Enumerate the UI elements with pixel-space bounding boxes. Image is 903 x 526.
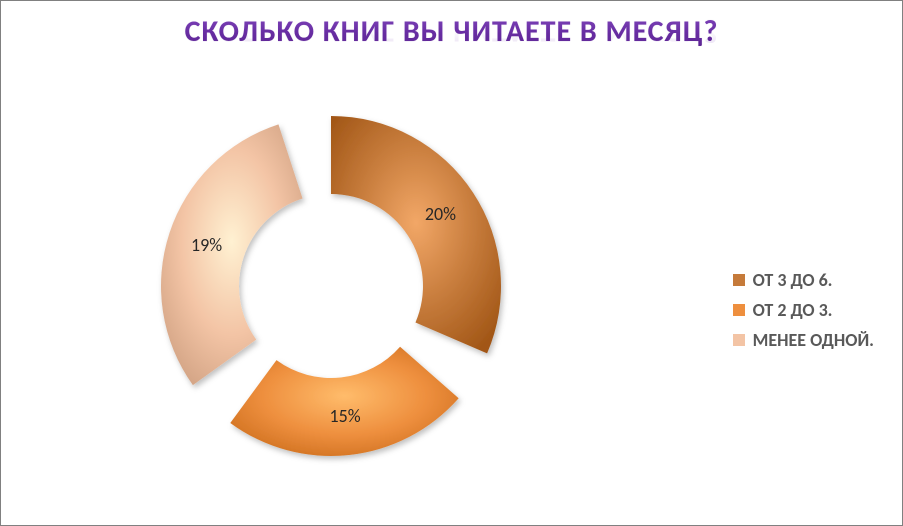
- legend-item: ОТ 2 ДО 3.: [733, 299, 874, 321]
- slice-percent-label: 15%: [330, 405, 361, 427]
- donut-slice: [230, 347, 458, 456]
- legend-item: МЕНЕЕ ОДНОЙ.: [733, 329, 874, 351]
- legend-swatch: [733, 274, 745, 286]
- legend-label: МЕНЕЕ ОДНОЙ.: [753, 329, 874, 351]
- chart-frame: СКОЛЬКО КНИГ ВЫ ЧИТАЕТЕ В МЕСЯЦ? СКОЛЬКО…: [0, 0, 903, 526]
- title-container: СКОЛЬКО КНИГ ВЫ ЧИТАЕТЕ В МЕСЯЦ? СКОЛЬКО…: [1, 13, 902, 50]
- donut-chart: 20% 15% 19%: [141, 96, 521, 476]
- legend: ОТ 3 ДО 6. ОТ 2 ДО 3. МЕНЕЕ ОДНОЙ.: [733, 261, 874, 359]
- legend-swatch: [733, 304, 745, 316]
- legend-item: ОТ 3 ДО 6.: [733, 269, 874, 291]
- chart-area: 20% 15% 19% ОТ 3 ДО 6. ОТ 2 ДО 3. МЕНЕЕ ОД…: [1, 86, 903, 526]
- chart-title: СКОЛЬКО КНИГ ВЫ ЧИТАЕТЕ В МЕСЯЦ?: [185, 13, 719, 50]
- slice-percent-label: 20%: [425, 203, 456, 225]
- legend-swatch: [733, 334, 745, 346]
- slice-percent-label: 19%: [191, 234, 222, 256]
- legend-label: ОТ 3 ДО 6.: [753, 269, 833, 291]
- legend-label: ОТ 2 ДО 3.: [753, 299, 833, 321]
- donut-slice: [331, 116, 501, 353]
- donut-slice: [161, 124, 303, 385]
